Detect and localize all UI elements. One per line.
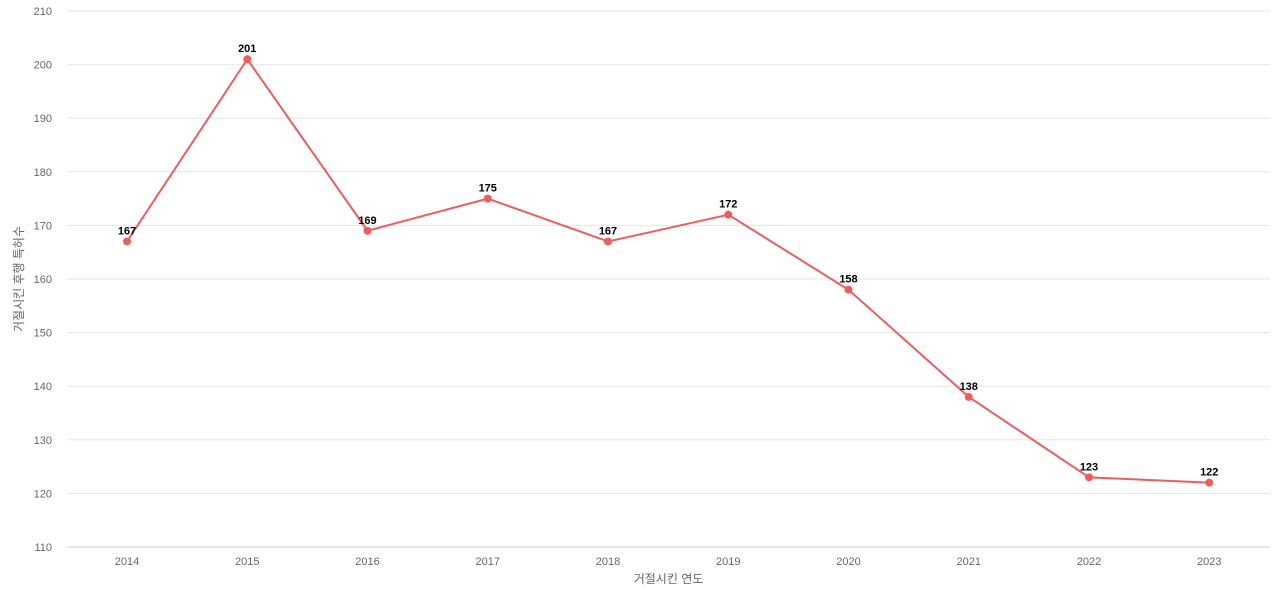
- data-point[interactable]: [844, 285, 853, 294]
- data-point[interactable]: [483, 194, 492, 203]
- data-point[interactable]: [363, 226, 372, 235]
- x-tick-label: 2018: [596, 556, 620, 568]
- y-tick-label: 180: [34, 167, 52, 179]
- y-tick-label: 210: [34, 6, 52, 18]
- data-label: 169: [358, 215, 376, 227]
- data-point[interactable]: [964, 392, 973, 401]
- x-tick-label: 2019: [716, 556, 740, 568]
- y-tick-label: 140: [34, 381, 52, 393]
- series-line: [126, 58, 1210, 484]
- x-axis-ticks: 2014 2015 2016 2017 2018 2019 2020 2021 2022 2023: [115, 556, 1222, 568]
- data-point[interactable]: [243, 55, 252, 64]
- data-label: 123: [1080, 461, 1098, 473]
- data-label: 167: [118, 225, 136, 237]
- y-tick-label: 130: [34, 435, 52, 447]
- y-tick-label: 200: [34, 60, 52, 72]
- data-point[interactable]: [724, 210, 733, 219]
- y-tick-label: 170: [34, 220, 52, 232]
- data-label: 172: [719, 199, 737, 211]
- grid: [67, 10, 1270, 494]
- data-label: 167: [599, 225, 617, 237]
- y-axis-title: 거절시킨 후행 특허수: [11, 226, 26, 332]
- data-label: 158: [839, 274, 857, 286]
- data-point[interactable]: [123, 237, 131, 246]
- x-axis-title: 거절시킨 연도: [634, 572, 704, 586]
- x-tick-label: 2020: [836, 556, 860, 568]
- series-layer: [123, 55, 1214, 487]
- y-tick-label: 160: [34, 274, 52, 286]
- data-labels: 167 201 169 175 167 172 158 138 123 122: [118, 43, 1219, 478]
- x-tick-label: 2021: [957, 556, 981, 568]
- y-tick-label: 110: [34, 542, 52, 554]
- y-axis-ticks: 110 120 130 140 150 160 170 180 190 200 210: [34, 6, 52, 554]
- data-point[interactable]: [604, 237, 612, 246]
- y-tick-label: 190: [34, 113, 52, 125]
- y-tick-label: 150: [34, 328, 52, 340]
- x-tick-label: 2016: [355, 556, 379, 568]
- data-label: 138: [960, 381, 978, 393]
- data-point[interactable]: [1085, 473, 1093, 482]
- x-tick-label: 2015: [235, 556, 259, 568]
- x-tick-label: 2014: [115, 556, 139, 568]
- data-label: 201: [238, 43, 256, 55]
- data-point[interactable]: [1205, 478, 1214, 487]
- x-tick-label: 2023: [1197, 556, 1221, 568]
- data-label: 122: [1200, 467, 1218, 479]
- x-tick-label: 2017: [476, 556, 500, 568]
- data-label: 175: [479, 183, 497, 195]
- y-tick-label: 120: [34, 488, 52, 500]
- x-tick-label: 2022: [1077, 556, 1101, 568]
